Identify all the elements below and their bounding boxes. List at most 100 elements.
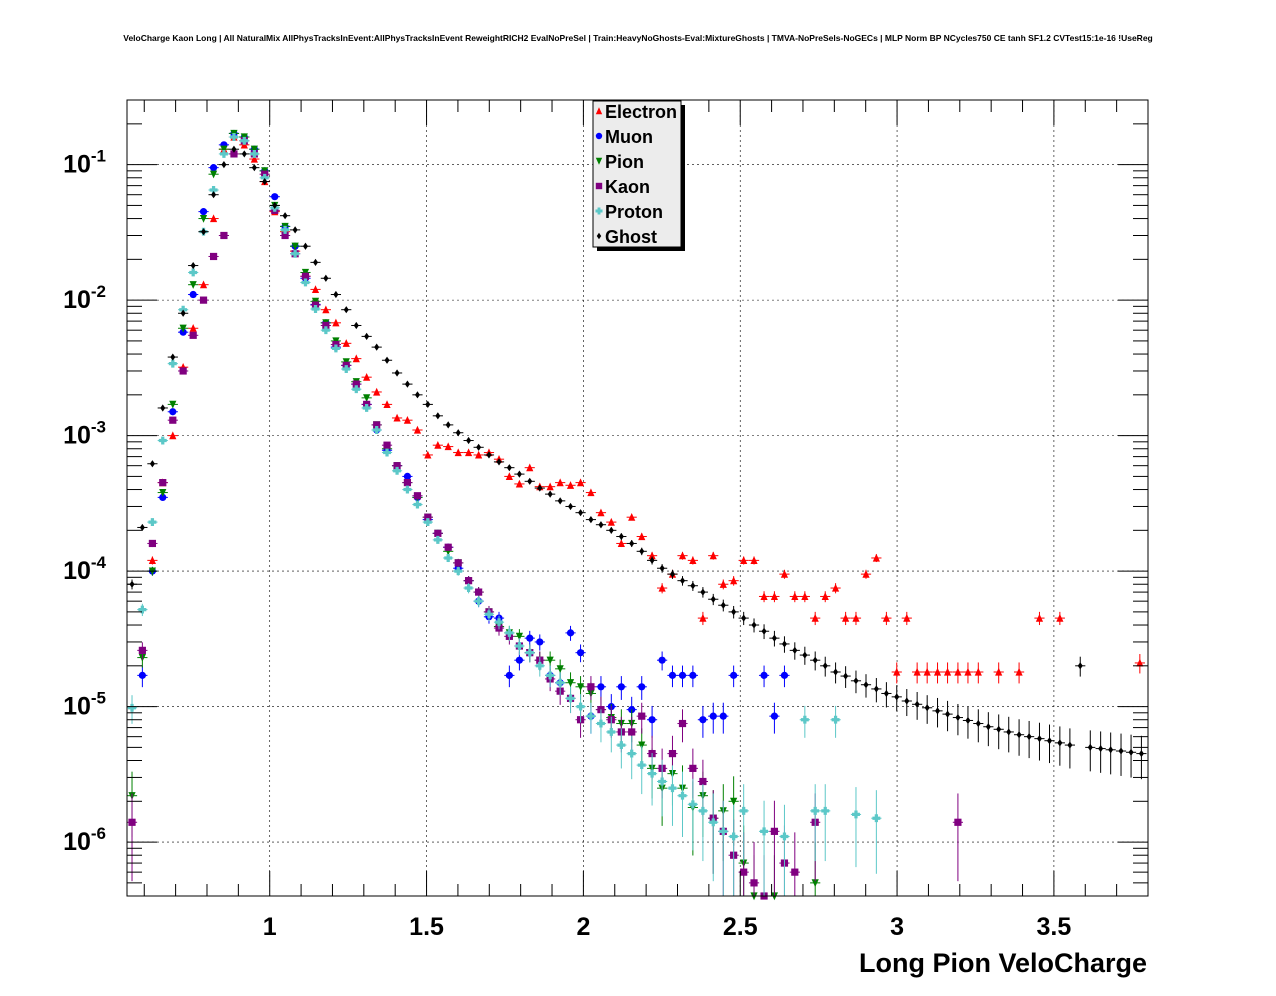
point-muon — [646, 705, 658, 738]
marker-ghost — [883, 689, 889, 698]
point-proton — [504, 625, 515, 641]
point-ghost — [381, 356, 393, 364]
marker-electron — [424, 450, 432, 459]
marker-proton — [515, 642, 524, 650]
x-tick-label: 3.5 — [1037, 913, 1072, 941]
point-electron — [840, 611, 851, 626]
point-muon — [188, 290, 199, 299]
marker-electron — [699, 613, 707, 622]
legend-label-kaon: Kaon — [605, 177, 650, 197]
marker-ghost — [578, 509, 584, 517]
point-pion — [249, 145, 260, 154]
point-ghost — [371, 343, 382, 351]
marker-electron — [454, 448, 462, 457]
marker-electron — [413, 425, 422, 434]
marker-ghost — [639, 547, 645, 555]
point-ghost — [912, 692, 923, 720]
point-proton — [616, 728, 627, 769]
point-electron — [351, 354, 362, 363]
marker-proton — [566, 694, 575, 703]
marker-electron — [1015, 667, 1023, 676]
point-muon — [208, 164, 219, 172]
point-electron — [932, 662, 943, 684]
marker-ghost — [394, 369, 400, 377]
marker-muon — [638, 683, 646, 691]
marker-ghost — [486, 451, 492, 459]
marker-ghost — [506, 464, 512, 472]
marker-ghost — [312, 258, 319, 266]
point-ghost — [922, 695, 933, 724]
marker-proton — [189, 268, 198, 277]
marker-kaon — [475, 588, 483, 596]
marker-proton — [617, 741, 626, 750]
marker-kaon — [464, 577, 473, 585]
y-tick-label: 10-6 — [63, 824, 106, 856]
marker-electron — [311, 285, 320, 294]
marker-proton — [525, 648, 534, 657]
point-electron — [453, 448, 464, 457]
point-kaon — [310, 301, 321, 309]
marker-ghost — [985, 723, 991, 731]
marker-ghost — [547, 490, 553, 498]
point-proton — [687, 778, 698, 851]
marker-muon — [719, 712, 727, 720]
marker-electron — [974, 667, 982, 676]
point-ghost — [534, 484, 545, 492]
point-proton — [167, 359, 178, 368]
marker-electron — [801, 592, 809, 601]
marker-proton — [148, 518, 157, 527]
marker-ghost — [700, 588, 706, 596]
point-electron — [443, 442, 454, 451]
point-ghost — [1024, 720, 1035, 759]
point-kaon — [443, 543, 454, 551]
legend-marker-pion — [595, 157, 603, 165]
marker-muon — [189, 290, 197, 299]
marker-ghost — [955, 713, 961, 722]
axis-ticks — [127, 100, 1148, 897]
point-electron — [912, 662, 923, 684]
point-electron — [758, 591, 770, 603]
point-proton — [493, 615, 505, 630]
marker-proton — [780, 832, 789, 841]
point-proton — [228, 133, 240, 141]
marker-electron — [189, 324, 197, 332]
point-pion — [188, 281, 199, 289]
marker-kaon — [628, 728, 636, 736]
point-ghost — [585, 515, 597, 524]
marker-electron — [882, 613, 890, 622]
marker-electron — [505, 472, 513, 481]
point-ghost — [504, 464, 515, 472]
marker-proton — [678, 791, 687, 800]
marker-pion — [566, 679, 575, 687]
point-proton — [677, 771, 688, 838]
point-ghost — [1085, 730, 1096, 772]
point-proton — [585, 702, 597, 734]
marker-proton — [872, 814, 881, 823]
point-ghost — [157, 404, 168, 412]
point-muon — [677, 665, 688, 688]
legend-label-pion: Pion — [605, 152, 644, 172]
point-ghost — [483, 451, 495, 459]
point-proton — [820, 784, 831, 862]
point-proton — [391, 466, 403, 475]
marker-muon — [617, 683, 625, 691]
marker-ghost — [1128, 748, 1134, 756]
marker-kaon — [668, 749, 677, 758]
point-muon — [595, 676, 607, 700]
marker-electron — [689, 556, 697, 564]
marker-muon — [526, 634, 534, 642]
marker-electron — [444, 442, 452, 451]
marker-ghost — [741, 614, 747, 622]
marker-electron — [913, 667, 921, 676]
marker-proton — [576, 702, 585, 711]
point-kaon — [769, 800, 780, 896]
legend-marker-kaon — [595, 182, 603, 190]
marker-proton — [168, 359, 177, 368]
point-ghost — [738, 611, 749, 626]
marker-muon — [505, 671, 513, 679]
marker-electron — [1056, 613, 1064, 622]
marker-kaon — [148, 539, 157, 548]
marker-electron — [709, 551, 717, 560]
marker-pion — [189, 281, 197, 289]
